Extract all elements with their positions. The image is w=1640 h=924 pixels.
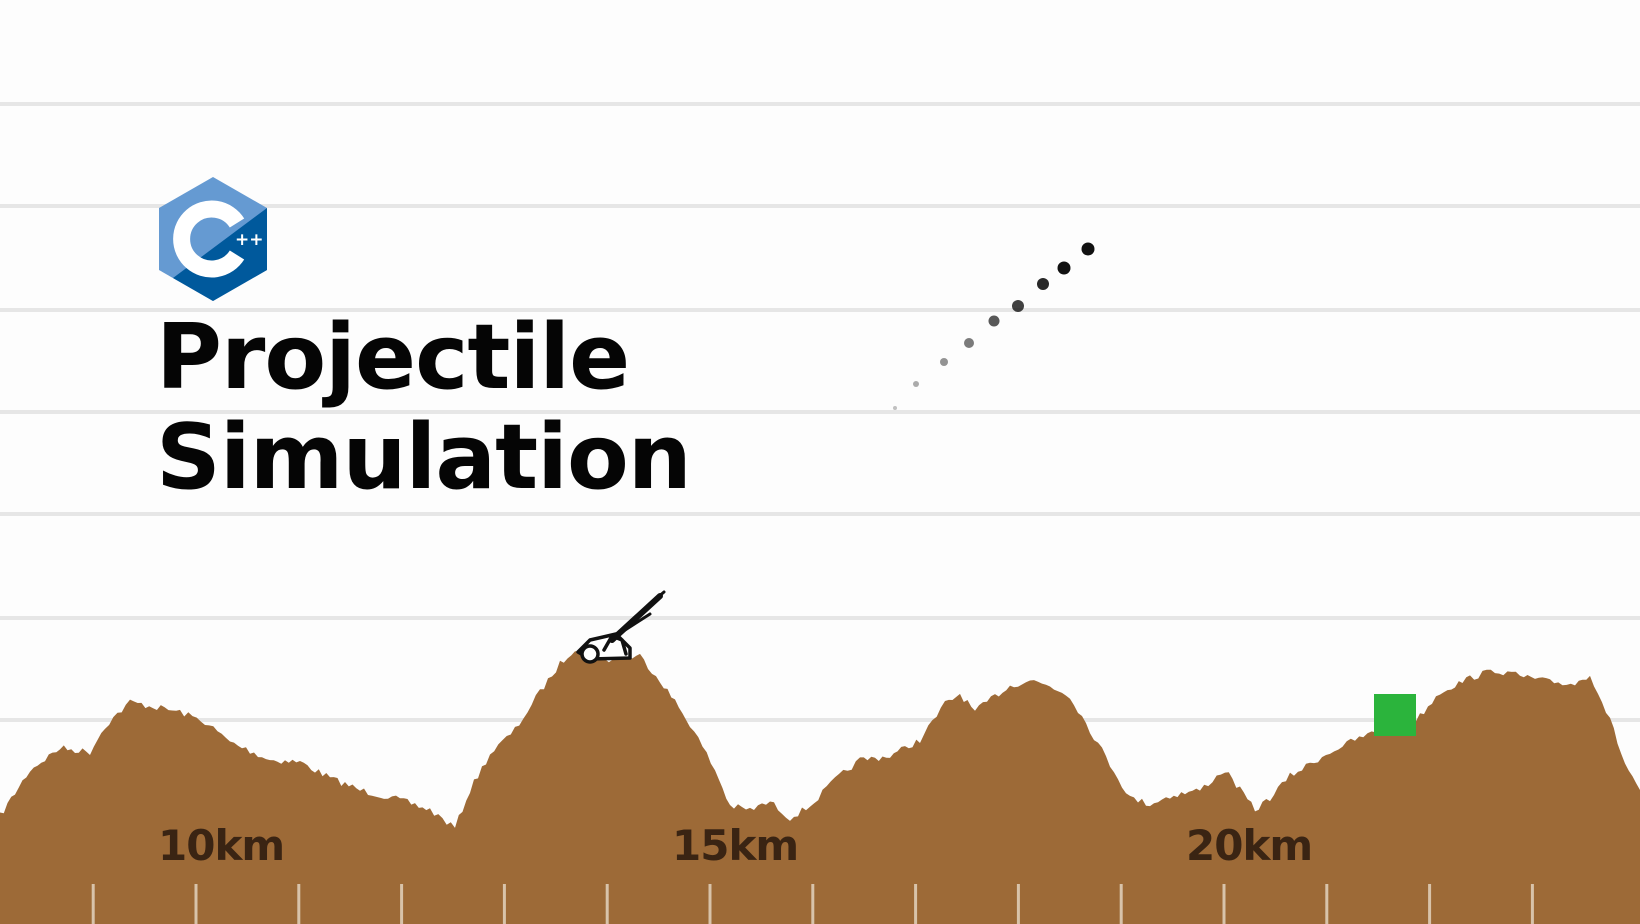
ruler-tick bbox=[708, 884, 712, 924]
distance-ruler-labels: 10km 15km 20km bbox=[158, 821, 1313, 870]
projectile-dot-icon bbox=[893, 406, 897, 410]
ruler-tick bbox=[914, 884, 918, 924]
gridline bbox=[0, 308, 1640, 312]
page-title: Projectile Simulation bbox=[156, 305, 692, 510]
gridline bbox=[0, 718, 1640, 722]
projectile-dot-icon bbox=[988, 315, 1000, 327]
projectile-dot-icon bbox=[1037, 278, 1049, 290]
title-line-2: Simulation bbox=[156, 405, 692, 510]
gridline bbox=[0, 512, 1640, 516]
ruler-tick bbox=[297, 884, 301, 924]
ruler-tick bbox=[1119, 884, 1123, 924]
projectile-dot-icon bbox=[940, 358, 948, 366]
terrain bbox=[0, 650, 1640, 924]
cpp-logo-text: ++ bbox=[235, 230, 264, 250]
target-square-icon bbox=[1374, 694, 1416, 736]
ruler-tick bbox=[502, 884, 506, 924]
ruler-tick bbox=[194, 884, 198, 924]
ruler-label: 20km bbox=[1186, 821, 1312, 870]
ruler-tick bbox=[400, 884, 404, 924]
gridline bbox=[0, 204, 1640, 208]
cannon-icon bbox=[576, 590, 666, 664]
projectile-dot-icon bbox=[1081, 242, 1095, 256]
projectile-dot-icon bbox=[913, 381, 919, 387]
projectile-trail bbox=[893, 242, 1095, 410]
ruler-tick bbox=[1530, 884, 1534, 924]
gridlines bbox=[0, 102, 1640, 722]
projectile-dot-icon bbox=[1012, 300, 1024, 312]
ruler-tick bbox=[1428, 884, 1432, 924]
ruler-label: 15km bbox=[672, 821, 798, 870]
ruler-tick bbox=[1325, 884, 1329, 924]
ruler-tick bbox=[1016, 884, 1020, 924]
cpp-logo-icon: ++ bbox=[159, 177, 267, 301]
gridline bbox=[0, 102, 1640, 106]
ruler-tick bbox=[91, 884, 95, 924]
distance-ruler-ticks bbox=[91, 884, 1534, 924]
projectile-dot-icon bbox=[964, 338, 974, 348]
gridline bbox=[0, 410, 1640, 414]
ruler-label: 10km bbox=[158, 821, 284, 870]
ruler-tick bbox=[605, 884, 609, 924]
title-line-1: Projectile bbox=[156, 305, 630, 410]
ruler-tick bbox=[811, 884, 815, 924]
projectile-dot-icon bbox=[1057, 261, 1071, 275]
gridline bbox=[0, 616, 1640, 620]
ruler-tick bbox=[1222, 884, 1226, 924]
